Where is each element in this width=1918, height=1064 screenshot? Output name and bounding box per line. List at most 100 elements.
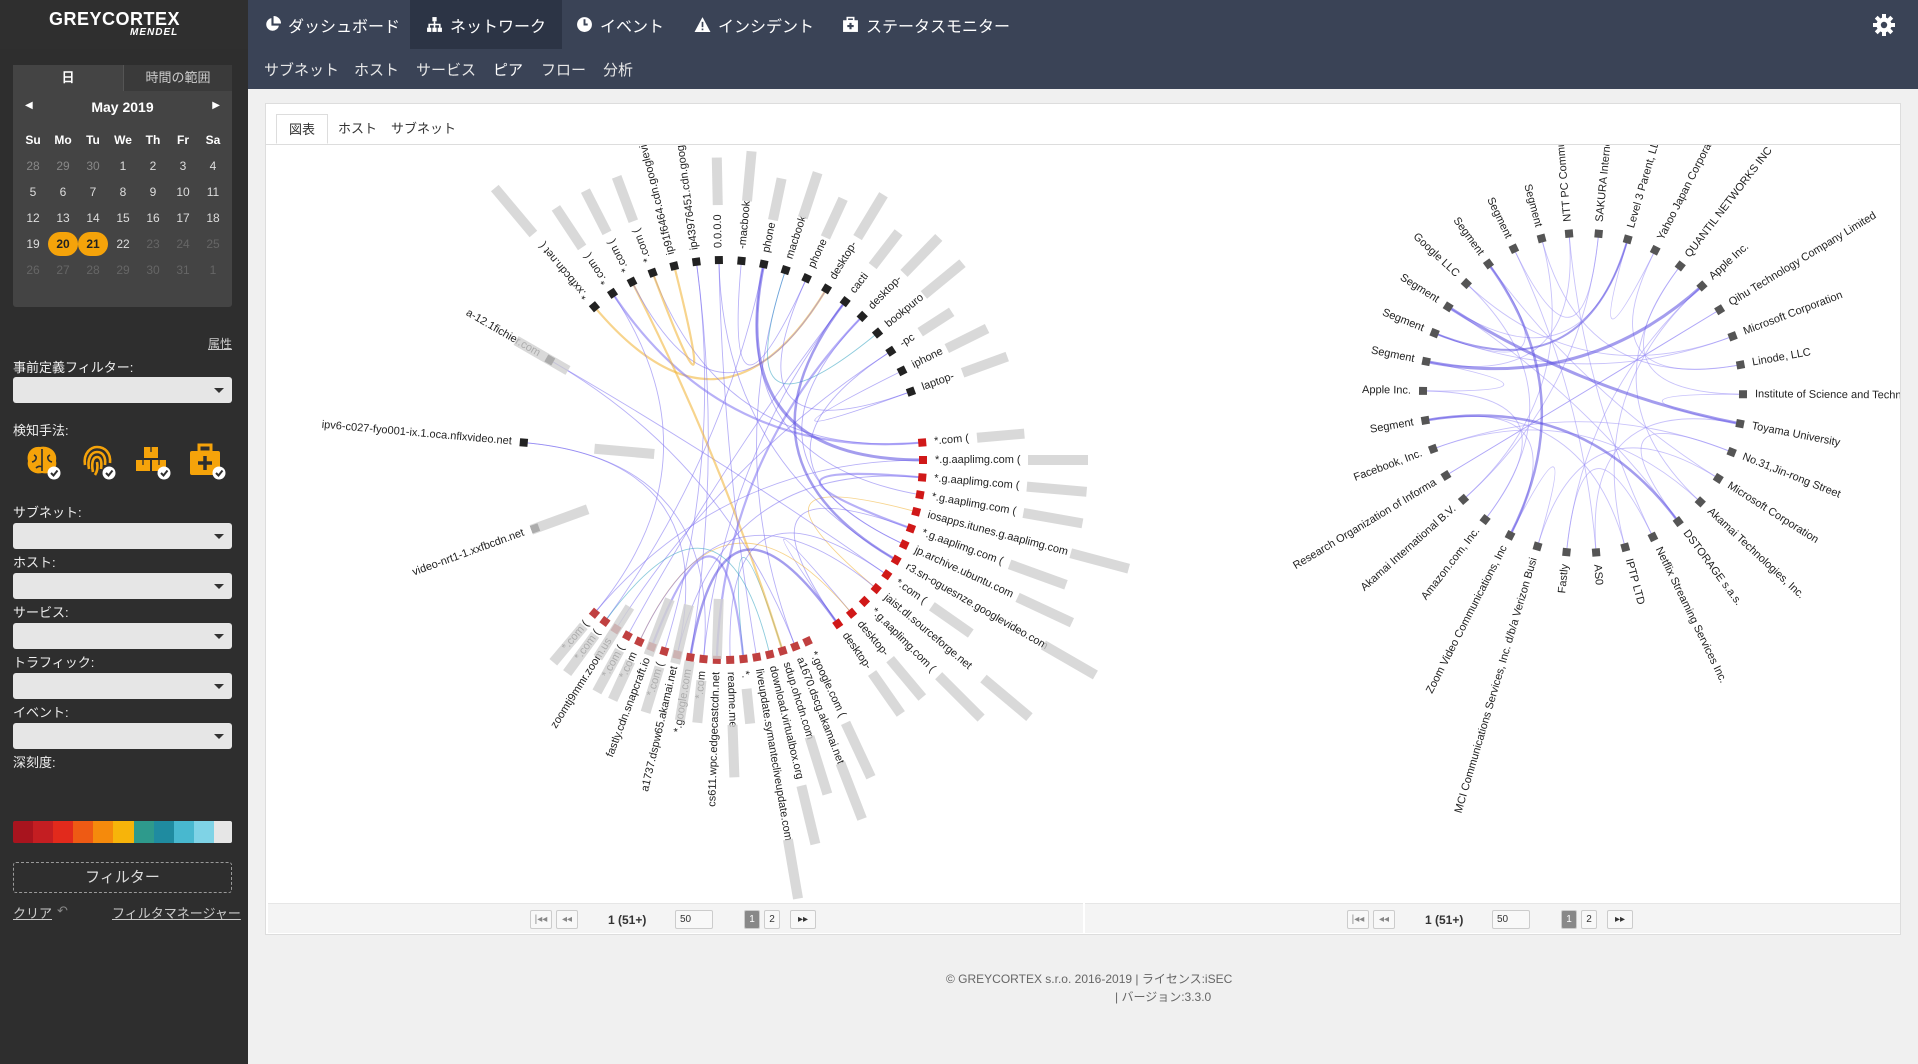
node-label[interactable]: Fastly	[1556, 563, 1571, 594]
tab-hosts[interactable]: ホスト	[338, 121, 378, 136]
subnav-services[interactable]: サービス	[416, 62, 477, 79]
node-marker[interactable]	[856, 310, 868, 323]
node-marker[interactable]	[915, 490, 925, 500]
filter-button[interactable]: フィルター	[13, 862, 232, 893]
node-marker[interactable]	[588, 607, 601, 619]
node-marker[interactable]	[1562, 547, 1571, 557]
calendar-day[interactable]: 24	[176, 237, 190, 251]
peer-connection-chord[interactable]	[780, 278, 912, 411]
calendar-day[interactable]: 14	[86, 211, 100, 225]
peer-connection-chord[interactable]	[767, 269, 878, 385]
node-marker[interactable]	[1672, 515, 1684, 528]
severity-level-swatch[interactable]	[153, 821, 174, 843]
node-marker[interactable]	[606, 287, 619, 299]
peer-connection-chord[interactable]	[808, 496, 917, 589]
peer-connection-chord[interactable]	[1509, 466, 1556, 547]
calendar-day[interactable]: 27	[56, 263, 70, 277]
peer-connection-chord[interactable]	[1425, 284, 1703, 371]
peer-connection-chord[interactable]	[793, 507, 912, 625]
attributes-link[interactable]: 属性	[207, 337, 232, 351]
peer-connection-chord[interactable]	[1423, 361, 1504, 392]
severity-level-swatch[interactable]	[193, 821, 214, 843]
left-next-page-button[interactable]: ▸▸	[790, 910, 816, 929]
peer-connection-chord[interactable]	[593, 288, 828, 381]
right-page-1[interactable]: 1	[1561, 910, 1577, 929]
calendar-day[interactable]: 30	[146, 263, 160, 277]
node-marker[interactable]	[1564, 229, 1574, 238]
node-label[interactable]: Level 3 Parent, LLC	[1625, 133, 1664, 230]
severity-level-swatch[interactable]	[13, 821, 34, 843]
node-label[interactable]: 0.0.0.0	[712, 214, 725, 248]
node-marker[interactable]	[764, 649, 775, 660]
peer-connection-chord[interactable]	[718, 260, 758, 658]
peer-connection-chord[interactable]	[627, 301, 846, 636]
node-label[interactable]: Segment	[1380, 307, 1425, 335]
peer-connection-chord[interactable]	[1594, 418, 1741, 553]
node-marker[interactable]	[588, 301, 601, 313]
node-marker[interactable]	[1504, 530, 1516, 541]
calendar-tab-time-range[interactable]: 時間の範囲	[123, 65, 232, 91]
node-marker[interactable]	[699, 654, 708, 664]
node-marker[interactable]	[685, 652, 695, 662]
node-label[interactable]: desktop-	[866, 273, 904, 312]
calendar-day[interactable]: 26	[26, 263, 40, 277]
node-label[interactable]: *.g.aaplimg.com (	[935, 454, 1021, 466]
predefined-filter-select[interactable]	[13, 377, 232, 403]
calendar-day[interactable]: 4	[209, 159, 217, 173]
node-marker[interactable]	[1620, 542, 1631, 553]
peer-connection-chord[interactable]	[689, 548, 839, 658]
node-label[interactable]: readme.me	[725, 672, 739, 728]
peer-connection-chord[interactable]	[594, 459, 924, 614]
peer-connection-chord[interactable]	[1447, 306, 1679, 522]
peer-connection-chord[interactable]	[1425, 414, 1680, 523]
node-label[interactable]: *.com (	[934, 432, 970, 447]
right-next-page-button[interactable]: ▸▸	[1607, 910, 1633, 929]
peer-connection-chord[interactable]	[1610, 239, 1656, 320]
medkit-detection-icon[interactable]	[187, 441, 227, 481]
node-marker[interactable]	[647, 267, 658, 278]
peer-connection-chord[interactable]	[638, 534, 877, 642]
peer-connection-chord[interactable]	[604, 264, 765, 622]
peer-connection-chord[interactable]	[703, 301, 846, 660]
node-marker[interactable]	[1647, 531, 1659, 543]
node-label[interactable]: Apple Inc.	[1362, 384, 1411, 397]
node-marker[interactable]	[1457, 493, 1470, 506]
node-marker[interactable]	[885, 345, 897, 357]
peer-connection-chord[interactable]	[814, 370, 912, 422]
subnet-select[interactable]	[13, 523, 232, 549]
calendar-day[interactable]: 22	[116, 237, 130, 251]
calendar-day[interactable]: 21	[78, 232, 108, 256]
settings-gear-icon[interactable]	[1872, 13, 1896, 37]
node-marker[interactable]	[839, 296, 851, 308]
node-label[interactable]: Facebook, Inc.	[1352, 447, 1424, 483]
event-select[interactable]	[13, 723, 232, 749]
node-label[interactable]: IPTP LTD	[1623, 557, 1647, 606]
node-marker[interactable]	[896, 365, 908, 377]
calendar-day[interactable]: 1	[209, 263, 217, 277]
severity-level-swatch[interactable]	[53, 821, 74, 843]
node-marker[interactable]	[1726, 446, 1737, 458]
peer-connection-chord[interactable]	[715, 315, 864, 660]
nav-dashboard[interactable]: ダッシュボード	[248, 0, 416, 49]
node-marker[interactable]	[1421, 356, 1431, 367]
peer-connection-chord[interactable]	[737, 260, 808, 366]
subnav-peers[interactable]: ピア	[493, 62, 524, 79]
node-marker[interactable]	[1714, 304, 1726, 316]
node-marker[interactable]	[1712, 472, 1724, 484]
node-marker[interactable]	[917, 473, 927, 482]
node-marker[interactable]	[919, 456, 927, 464]
node-label[interactable]: desktop-	[828, 239, 860, 282]
peer-connection-chord[interactable]	[594, 293, 664, 614]
node-label[interactable]: bookpuro	[883, 292, 926, 330]
node-marker[interactable]	[1440, 470, 1452, 482]
node-marker[interactable]	[739, 654, 748, 664]
boxes-detection-icon[interactable]	[132, 441, 172, 481]
node-label[interactable]: Institute of Science and Technology	[1755, 388, 1918, 401]
node-marker[interactable]	[780, 264, 791, 276]
peer-connection-chord[interactable]	[1487, 263, 1544, 536]
right-page-2[interactable]: 2	[1581, 910, 1597, 929]
node-label[interactable]: No.31,Jin-rong Street	[1741, 451, 1843, 501]
peer-connection-chord[interactable]	[755, 263, 924, 462]
severity-level-swatch[interactable]	[33, 821, 54, 843]
node-label[interactable]: NTT PC Communications, Inc.	[1549, 73, 1574, 222]
